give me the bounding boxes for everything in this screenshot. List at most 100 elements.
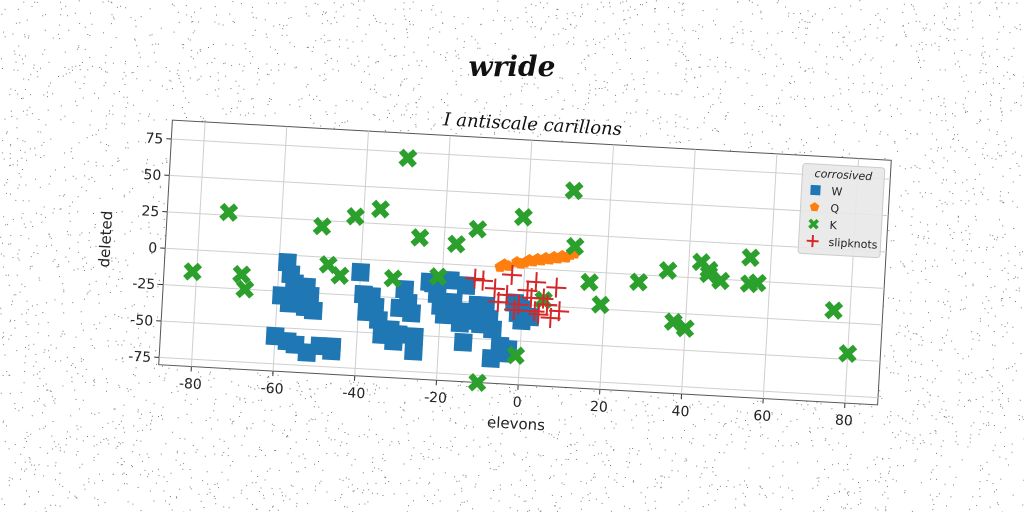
point-slipknots (528, 304, 549, 325)
point-k (564, 181, 584, 201)
y-gridline (171, 138, 891, 180)
legend-label-slipknots: slipknots (828, 236, 878, 252)
point-k (383, 269, 403, 288)
legend-label-w: W (831, 185, 843, 199)
point-k (663, 312, 683, 332)
point-k (579, 272, 599, 292)
x-tick-label: 60 (753, 408, 772, 425)
y-tick-label: -75 (128, 349, 152, 366)
point-w (404, 327, 424, 347)
point-k (468, 219, 488, 239)
point-k (235, 279, 255, 299)
point-k (346, 207, 365, 226)
point-k (513, 207, 533, 227)
point-k (591, 295, 610, 315)
point-w (388, 324, 408, 344)
point-w (322, 341, 342, 361)
point-slipknots (526, 272, 547, 293)
point-slipknots (508, 294, 529, 315)
point-k (330, 266, 350, 285)
point-w (456, 276, 476, 296)
x-gridline (681, 149, 696, 394)
point-w (404, 341, 423, 361)
x-gridline (762, 153, 778, 399)
legend-title: corrosived (814, 167, 873, 183)
x-tick-label: -20 (424, 390, 448, 407)
y-gridline (167, 211, 887, 253)
x-tick-label: -60 (260, 380, 284, 397)
point-k (467, 373, 487, 393)
y-tick-label: -50 (130, 312, 154, 329)
point-slipknots (464, 268, 485, 289)
point-k (398, 148, 418, 168)
point-slipknots (496, 285, 517, 306)
point-k (232, 264, 252, 284)
x-tick-label: -80 (179, 376, 203, 393)
point-k (183, 262, 203, 282)
x-tick-label: 40 (671, 403, 690, 420)
x-tick-label: -40 (342, 385, 366, 402)
point-w (483, 319, 503, 339)
legend-label-k: K (829, 219, 838, 232)
point-k (824, 300, 844, 320)
point-slipknots (484, 278, 505, 299)
point-k (711, 271, 731, 291)
point-k (371, 199, 390, 219)
legend-marker-slipknots (806, 234, 819, 248)
x-gridline (435, 135, 451, 381)
point-k (699, 264, 719, 284)
point-k (838, 344, 858, 364)
point-k (747, 273, 767, 293)
axis-ticks: -80 -60 -40 -20 0 20 40 60 80 -75 -50 -25 0 25 50 75 (128, 131, 854, 430)
x-gridline (354, 131, 369, 376)
point-w (351, 262, 371, 282)
point-w (303, 301, 323, 321)
point-w (279, 293, 299, 313)
point-k (219, 202, 239, 222)
point-slipknots (546, 277, 567, 298)
x-tick-label: 80 (835, 413, 854, 430)
y-axis-title: deleted (95, 210, 116, 268)
legend-marker-k (808, 218, 820, 230)
point-q (502, 259, 515, 271)
point-slipknots (549, 301, 570, 322)
chart-title: I antiscale carillons (442, 109, 623, 140)
x-axis-title: elevons (487, 413, 546, 434)
legend-marker-q (809, 202, 820, 212)
point-k (675, 318, 695, 338)
legend-label-q: Q (830, 202, 840, 215)
point-k (565, 236, 585, 256)
point-k (428, 267, 448, 287)
point-k (741, 248, 761, 268)
point-slipknots (537, 294, 558, 315)
point-w (402, 303, 422, 323)
y-tick-label: 25 (141, 203, 160, 220)
data-points (183, 148, 858, 393)
x-gridline (599, 144, 615, 390)
point-k (629, 272, 649, 292)
point-k (446, 234, 466, 254)
y-tick-label: 0 (148, 240, 158, 256)
point-k (658, 261, 678, 280)
y-gridline (159, 356, 879, 399)
point-slipknots (524, 301, 545, 322)
x-tick-label: 20 (590, 399, 609, 416)
y-gridline (169, 174, 889, 217)
x-tick-label: 0 (512, 395, 522, 411)
legend-marker-w (810, 184, 821, 196)
point-w (440, 270, 460, 290)
point-k (312, 216, 332, 236)
y-tick-label: 50 (143, 167, 162, 184)
point-k (410, 228, 430, 248)
point-slipknots (472, 270, 494, 291)
point-slipknots (501, 264, 523, 285)
point-w (453, 332, 473, 352)
y-tick-label: -25 (132, 276, 156, 293)
figure-suptitle: wride (468, 50, 556, 83)
point-k (506, 345, 526, 365)
y-tick-label: 75 (145, 131, 164, 148)
point-w (300, 286, 320, 306)
x-gridline (190, 121, 206, 367)
